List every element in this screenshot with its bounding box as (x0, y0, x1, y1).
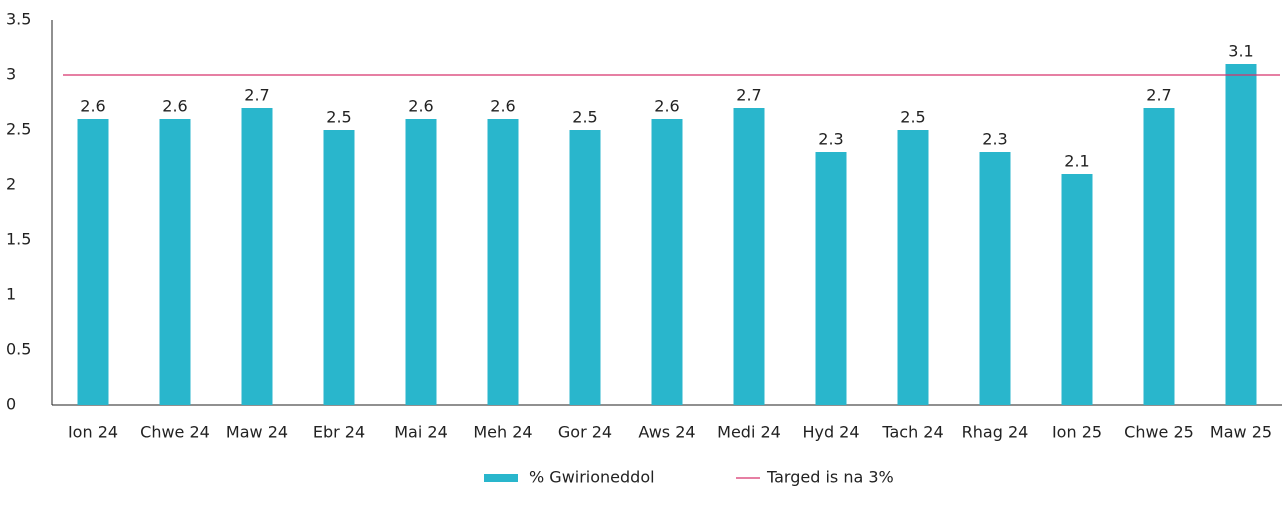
bar (159, 119, 191, 405)
data-label: 2.6 (80, 97, 105, 116)
bar (241, 108, 273, 405)
legend-swatch (484, 474, 518, 482)
bar (405, 119, 437, 405)
bar (487, 119, 519, 405)
bar (1061, 174, 1093, 405)
x-tick-label: Hyd 24 (802, 423, 859, 442)
x-tick-label: Ion 25 (1052, 423, 1102, 442)
x-tick-label: Ebr 24 (313, 423, 365, 442)
bar (897, 130, 929, 405)
bar (733, 108, 765, 405)
data-label: 2.3 (818, 130, 843, 149)
x-tick-label: Gor 24 (558, 423, 612, 442)
bar (569, 130, 601, 405)
y-tick-label: 3 (6, 65, 16, 84)
bar (1143, 108, 1175, 405)
bar (323, 130, 355, 405)
bar (77, 119, 109, 405)
bar (1225, 64, 1257, 405)
x-tick-label: Chwe 25 (1124, 423, 1194, 442)
x-tick-label: Rhag 24 (962, 423, 1029, 442)
bar (651, 119, 683, 405)
data-label: 2.7 (1146, 86, 1171, 105)
y-tick-label: 0.5 (6, 340, 31, 359)
x-tick-label: Tach 24 (881, 423, 943, 442)
x-tick-label: Ion 24 (68, 423, 118, 442)
y-tick-label: 3.5 (6, 10, 31, 29)
bar (979, 152, 1011, 405)
bar (815, 152, 847, 405)
data-label: 2.1 (1064, 152, 1089, 171)
data-label: 2.7 (736, 86, 761, 105)
y-tick-label: 2.5 (6, 120, 31, 139)
x-tick-label: Meh 24 (473, 423, 532, 442)
x-tick-label: Maw 24 (226, 423, 288, 442)
data-label: 2.5 (326, 108, 351, 127)
y-tick-label: 1 (6, 285, 16, 304)
x-tick-label: Maw 25 (1210, 423, 1272, 442)
data-label: 2.6 (490, 97, 515, 116)
data-label: 2.7 (244, 86, 269, 105)
data-label: 2.5 (572, 108, 597, 127)
x-tick-label: Aws 24 (638, 423, 695, 442)
data-label: 2.6 (162, 97, 187, 116)
y-tick-label: 2 (6, 175, 16, 194)
data-label: 2.3 (982, 130, 1007, 149)
data-label: 3.1 (1228, 42, 1253, 61)
data-label: 2.6 (654, 97, 679, 116)
x-tick-label: Mai 24 (394, 423, 448, 442)
x-tick-label: Medi 24 (717, 423, 781, 442)
data-label: 2.6 (408, 97, 433, 116)
y-tick-label: 1.5 (6, 230, 31, 249)
legend-label: Targed is na 3% (766, 468, 894, 487)
x-tick-label: Chwe 24 (140, 423, 210, 442)
y-tick-label: 0 (6, 395, 16, 414)
data-label: 2.5 (900, 108, 925, 127)
legend-label: % Gwirioneddol (529, 468, 655, 487)
